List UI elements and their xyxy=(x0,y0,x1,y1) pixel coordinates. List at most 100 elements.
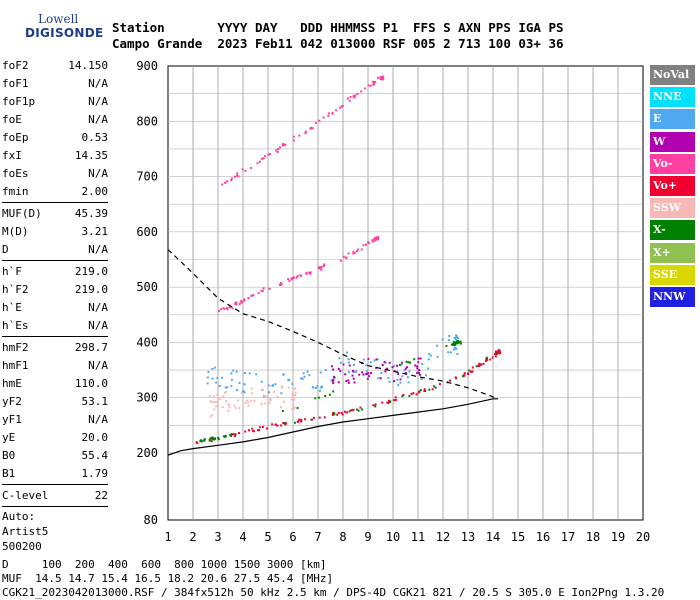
data-point xyxy=(332,368,335,371)
data-point xyxy=(347,358,350,361)
data-point xyxy=(267,384,270,387)
data-point xyxy=(352,250,355,253)
data-point xyxy=(355,408,358,411)
data-point xyxy=(291,382,294,385)
param-row: foF1p N/A xyxy=(2,93,108,111)
data-point xyxy=(279,406,282,409)
data-point xyxy=(418,373,421,376)
footer-file: CGK21_2023042013000.RSF / 384fx512h 50 k… xyxy=(2,586,665,599)
data-point xyxy=(262,157,265,160)
data-point xyxy=(296,420,299,423)
data-point xyxy=(306,370,309,373)
data-point xyxy=(453,348,456,351)
param-row: B1 1.79 xyxy=(2,465,108,483)
data-point xyxy=(347,252,350,255)
data-point xyxy=(228,406,231,409)
data-point xyxy=(226,386,229,389)
data-point xyxy=(428,388,431,391)
data-point xyxy=(331,413,334,416)
data-point xyxy=(408,370,411,373)
y-tick-label: 500 xyxy=(136,280,158,294)
data-point xyxy=(333,376,336,379)
param-name: C-level xyxy=(2,489,49,502)
data-point xyxy=(217,437,220,440)
data-point xyxy=(404,367,407,370)
data-point xyxy=(416,365,419,368)
data-point xyxy=(448,334,451,337)
param-value: N/A xyxy=(88,243,108,256)
data-point xyxy=(235,389,238,392)
data-point xyxy=(218,384,221,387)
data-point xyxy=(234,302,237,305)
x-tick-label: 18 xyxy=(586,530,600,544)
data-point xyxy=(292,277,295,280)
param-value: 298.7 xyxy=(74,341,108,354)
data-point xyxy=(292,139,295,142)
x-tick-label: 4 xyxy=(239,530,246,544)
data-point xyxy=(419,389,422,392)
data-point xyxy=(417,361,420,364)
data-point xyxy=(455,347,458,350)
data-point xyxy=(345,411,348,414)
data-point xyxy=(225,307,228,310)
data-point xyxy=(374,236,377,239)
data-point xyxy=(354,94,357,97)
data-point xyxy=(347,381,350,384)
data-point xyxy=(237,175,240,178)
legend-item-vo: Vo- xyxy=(650,153,695,174)
data-point xyxy=(292,398,295,401)
param-name: foF1p xyxy=(2,95,36,108)
data-point xyxy=(225,400,228,403)
header-values: Campo Grande 2023 Feb11 042 013000 RSF 0… xyxy=(112,36,564,51)
data-point xyxy=(453,346,456,349)
data-point xyxy=(441,338,444,341)
data-point xyxy=(211,414,214,417)
x-tick-label: 9 xyxy=(364,530,371,544)
data-point xyxy=(497,351,500,354)
data-point xyxy=(403,369,406,372)
data-point xyxy=(209,400,212,403)
data-point xyxy=(250,387,253,390)
logo-digisonde: DIGISONDE xyxy=(25,26,104,40)
data-point xyxy=(358,373,361,376)
data-point xyxy=(385,367,388,370)
data-point xyxy=(459,342,462,345)
param-row: hmF2 298.7 xyxy=(2,339,108,357)
data-point xyxy=(417,357,420,360)
data-point xyxy=(386,401,389,404)
param-value: 14.150 xyxy=(68,59,108,72)
param-row: D N/A xyxy=(2,241,108,259)
data-point xyxy=(308,271,311,274)
data-point xyxy=(303,375,306,378)
x-tick-label: 14 xyxy=(486,530,500,544)
data-point xyxy=(260,289,263,292)
data-point xyxy=(222,395,225,398)
data-point xyxy=(238,303,241,306)
data-point xyxy=(230,378,233,381)
data-point xyxy=(372,404,375,407)
data-point xyxy=(238,407,241,410)
data-point xyxy=(382,75,385,78)
data-point xyxy=(393,380,396,383)
data-point xyxy=(304,130,307,133)
data-point xyxy=(374,403,377,406)
data-point xyxy=(277,148,280,151)
data-point xyxy=(414,364,417,367)
param-row: yE 20.0 xyxy=(2,429,108,447)
data-point xyxy=(292,406,295,409)
data-point xyxy=(322,265,325,268)
data-point xyxy=(268,287,271,290)
data-point xyxy=(447,351,450,354)
data-point xyxy=(400,363,403,366)
data-point xyxy=(209,415,212,418)
data-point xyxy=(219,397,222,400)
data-point xyxy=(241,390,244,393)
data-point xyxy=(352,408,355,411)
x-tick-label: 2 xyxy=(189,530,196,544)
data-point xyxy=(284,143,287,146)
x-tick-label: 11 xyxy=(411,530,425,544)
data-point xyxy=(320,268,323,271)
param-row: foF2 14.150 xyxy=(2,57,108,75)
data-point xyxy=(283,422,286,425)
legend-item-w: W xyxy=(650,131,695,152)
